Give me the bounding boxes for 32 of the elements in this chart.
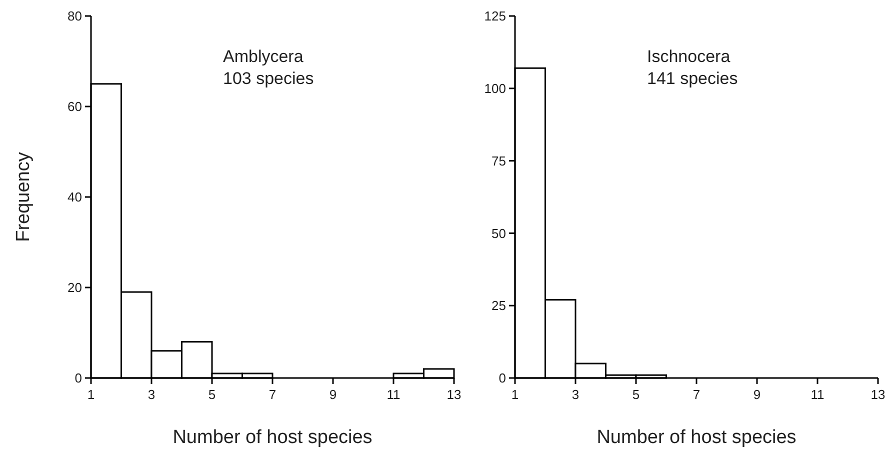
y-tick-label: 100 — [484, 80, 506, 96]
x-axis-title: Number of host species — [596, 427, 796, 448]
x-tick-label: 11 — [386, 387, 400, 402]
x-tick-label: 7 — [692, 387, 700, 402]
y-tick-label: 50 — [492, 226, 506, 241]
x-tick-label: 3 — [148, 387, 156, 402]
text: Ischnocera — [647, 47, 731, 66]
y-tick-label: 40 — [68, 190, 82, 205]
y-tick-label: 125 — [484, 8, 506, 24]
y-tick-label: 80 — [68, 8, 82, 24]
y-tick-label: 0 — [498, 370, 506, 386]
x-tick-label: 9 — [329, 387, 337, 402]
y-axis-title: Frequency — [13, 152, 34, 242]
x-axis-title: Number of host species — [172, 427, 372, 448]
text: 103 species — [223, 69, 314, 88]
x-tick-label: 13 — [446, 387, 462, 402]
y-tick-label: 20 — [68, 280, 82, 296]
x-tick-label: 9 — [753, 387, 761, 402]
x-tick-label: 7 — [268, 387, 276, 402]
text: 141 species — [647, 69, 738, 88]
x-tick-label: 5 — [208, 387, 216, 402]
y-tick-label: 25 — [492, 298, 506, 314]
x-tick-label: 11 — [810, 387, 824, 402]
text: Amblycera — [223, 47, 304, 66]
y-tick-label: 0 — [74, 370, 82, 386]
x-tick-label: 1 — [511, 387, 519, 402]
x-tick-label: 13 — [870, 387, 886, 402]
y-tick-label: 60 — [68, 99, 82, 114]
x-tick-label: 5 — [632, 387, 640, 402]
x-tick-label: 3 — [572, 387, 580, 402]
y-tick-label: 75 — [492, 153, 506, 168]
x-tick-label: 1 — [87, 387, 95, 402]
